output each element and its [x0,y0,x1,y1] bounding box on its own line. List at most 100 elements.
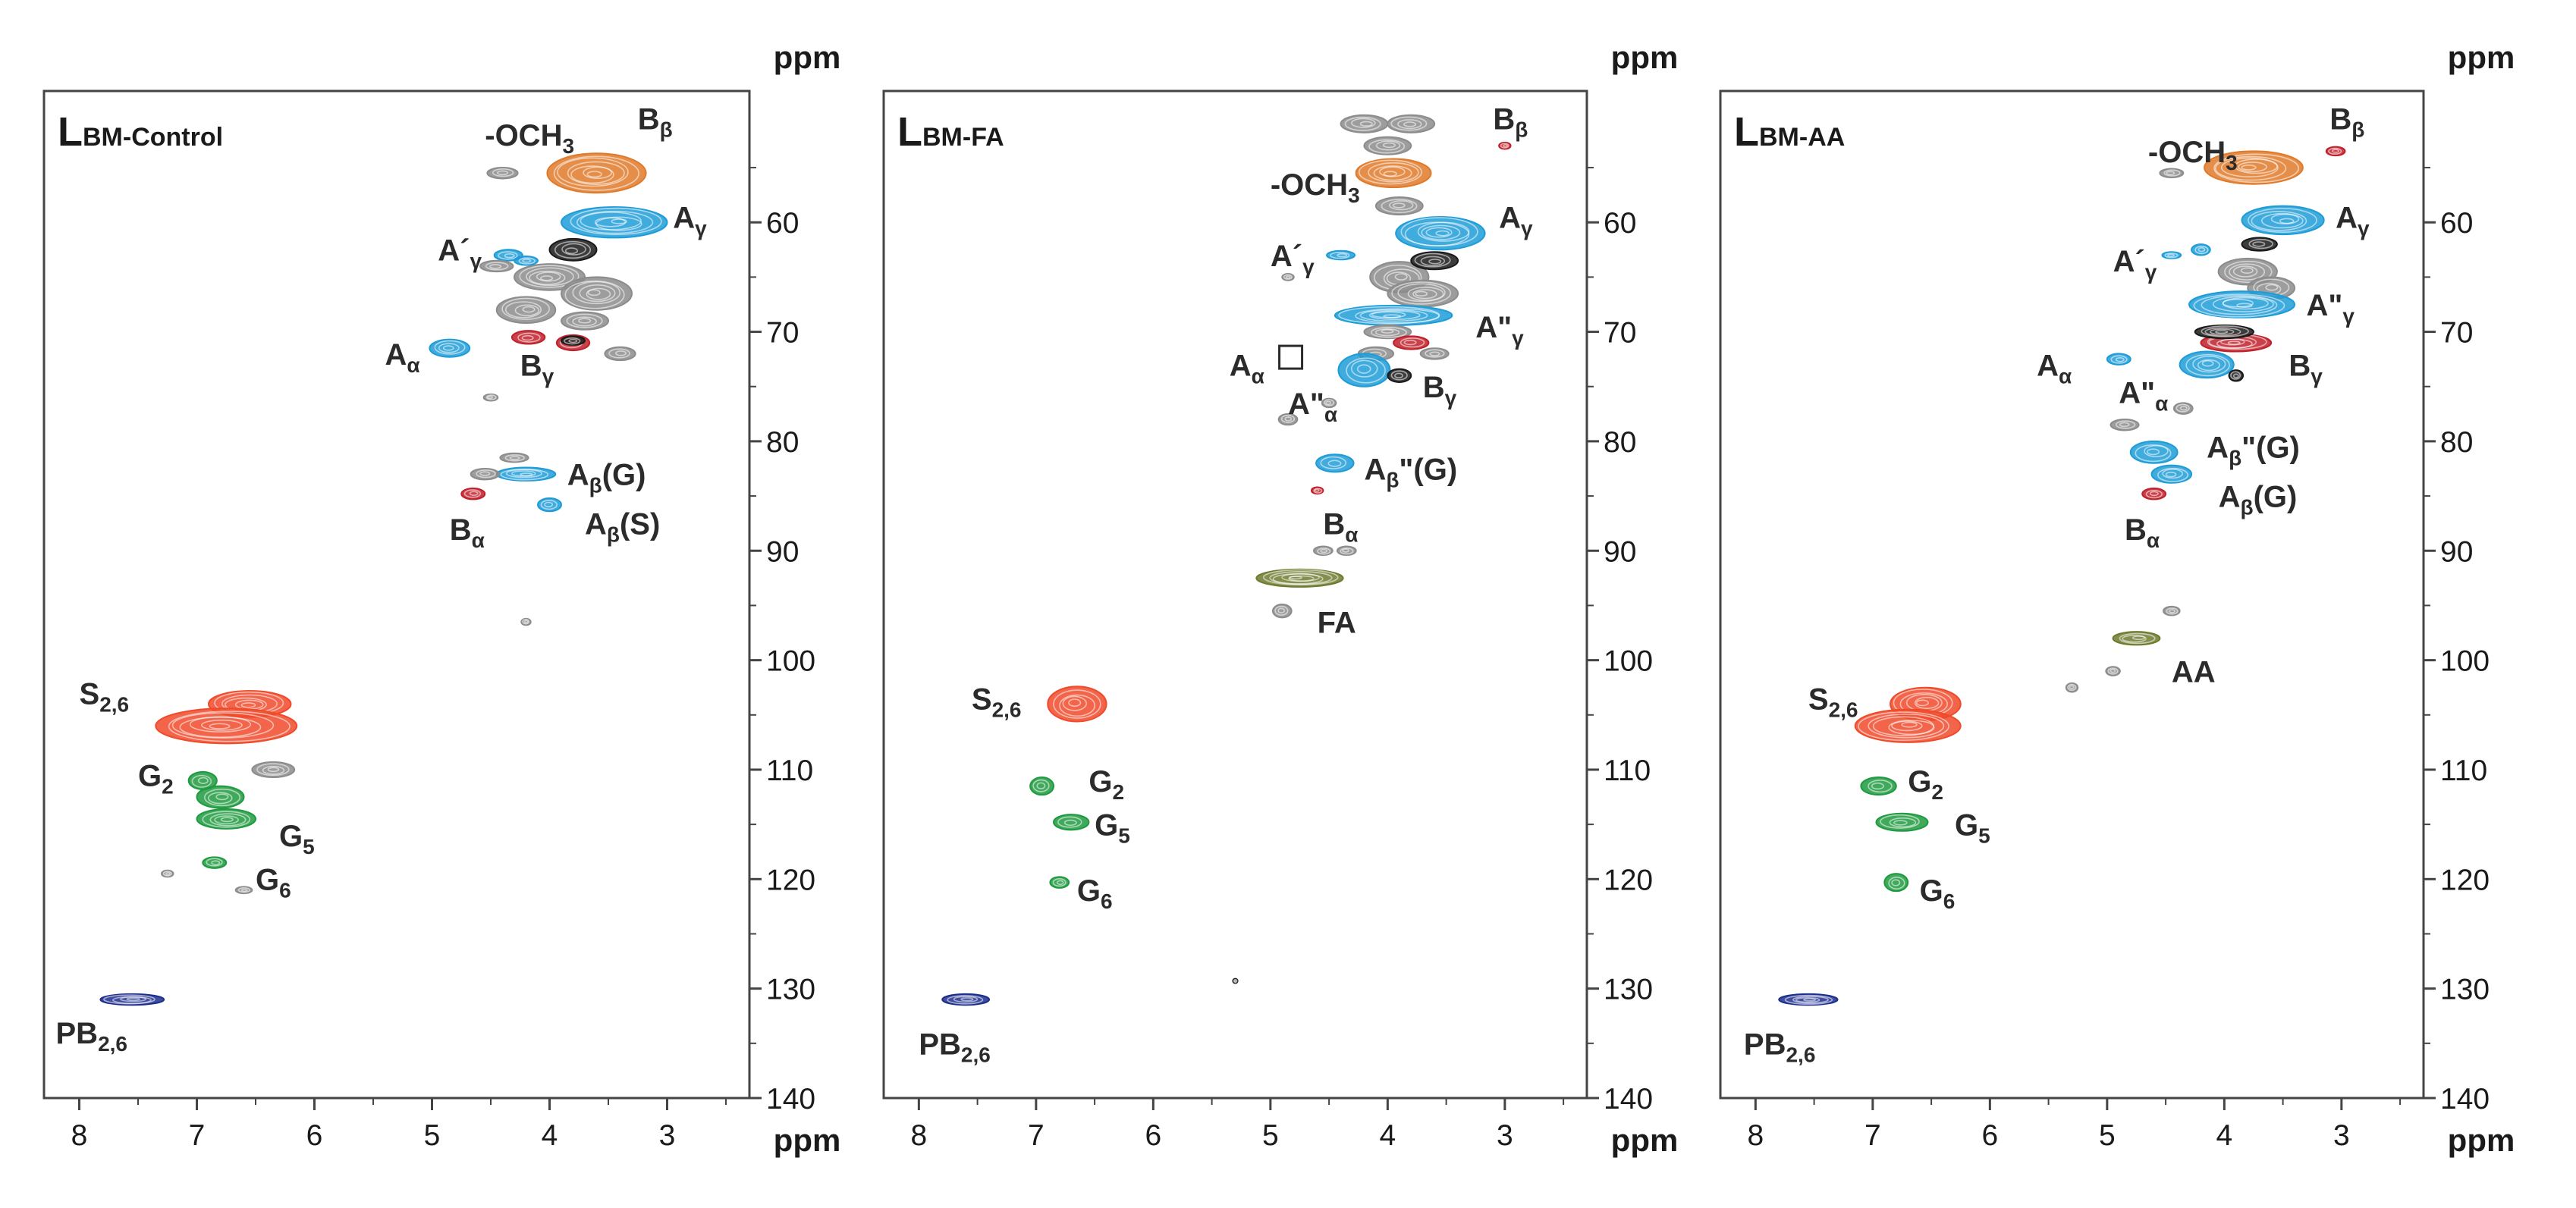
peak-label: G2 [1089,765,1124,804]
peak-contour-ring [2163,169,2181,177]
y-tick-label: 90 [766,535,799,568]
peak-contour-ring [1382,142,1396,149]
peak-label: Aγ [673,201,707,240]
peak-contour-ring [2232,265,2258,278]
peak-contour-ring [2204,327,2241,337]
peak-contour-ring [2279,218,2295,224]
peak-label: Aα [1230,349,1264,388]
peak-contour-ring [1068,698,1082,708]
cross-peak [1277,413,1299,426]
cross-peak [234,886,253,895]
peak-contour-ring [438,343,460,353]
peak-contour-ring [2193,293,2285,318]
cross-peak [196,785,245,809]
peak-label: G5 [279,820,315,858]
cross-peak [2325,146,2346,157]
peak-contour-ring [514,304,540,316]
cross-peak [2105,666,2121,676]
peak-contour-ring [1327,460,1342,467]
peak-contour-ring [2197,246,2206,253]
y-tick-label: 70 [2440,317,2473,350]
open-square-marker [1278,344,1304,370]
y-tick-label: 130 [1604,974,1653,1006]
peak-label: -OCH3 [1271,168,1360,207]
cross-peak [2179,350,2235,379]
peak-contour-ring [566,313,603,328]
peak-contour-ring [479,471,491,476]
peak-contour-ring [215,793,229,801]
cross-peak [1310,486,1324,495]
peak-contour-ring [536,271,561,282]
peak-contour-ring [2248,208,2317,233]
peak-contour-ring [523,620,529,623]
cross-peak [1883,873,1909,893]
peak-contour-ring [586,171,602,178]
peak-contour-ring [1412,289,1437,300]
x-axis-label: ppm [2448,1122,2515,1158]
peak-contour-ring [2238,162,2267,173]
peak-contour-ring [553,155,639,191]
peak-contour-ring [1390,116,1428,131]
peak-contour-ring [2227,340,2241,345]
peak-contour-ring [1368,310,1421,320]
cross-peak [1271,603,1293,619]
cross-peak [520,617,532,626]
y-tick-label: 140 [766,1083,815,1115]
peak-contour-ring [1914,696,1940,709]
cross-peak [561,311,609,331]
cross-peak [1363,324,1412,340]
cross-peak [2161,251,2182,259]
peak-label: A´γ [1271,240,1315,278]
peak-contour-ring [2194,245,2209,255]
peak-contour-ring [544,501,554,508]
peak-contour-ring [1359,309,1428,322]
peak-label: S2,6 [972,683,1022,722]
y-tick-label: 60 [766,207,799,240]
panel-title: LBM-AA [1734,109,1845,155]
peak-contour-ring [504,253,515,259]
peak-contour-ring [2131,635,2146,641]
x-tick-label: 4 [542,1119,558,1152]
peak-contour-ring [1889,817,1917,828]
peak-contour-ring [1062,695,1088,711]
panel-title: LBM-Control [58,109,223,155]
peak-contour-ring [1915,699,1929,707]
cross-peak [1498,141,1512,150]
peak-contour-ring [1262,569,1339,586]
peak-label: Bα [450,513,485,552]
cross-peak [1363,136,1412,155]
peak-contour-ring [2157,467,2189,482]
cross-peak [1410,251,1459,271]
x-tick-label: 6 [1145,1119,1161,1152]
y-axis-label: ppm [774,39,841,75]
peak-contour-ring [1891,720,1923,732]
peak-contour-ring [2215,330,2229,334]
x-tick-label: 7 [189,1119,206,1152]
peak-contour-ring [567,161,625,185]
peak-contour-ring [519,265,580,288]
peak-contour-ring [2067,683,2077,692]
y-tick-label: 120 [2440,864,2490,896]
cross-peak [495,296,557,325]
peak-contour-ring [1285,275,1291,279]
cross-peak [548,237,598,262]
peak-contour-ring [126,997,140,1001]
x-tick-label: 5 [2099,1119,2116,1152]
peak-contour-ring [1381,199,1418,214]
x-tick-label: 3 [659,1119,676,1152]
cross-peak [2191,243,2211,256]
peak-contour-ring [1056,880,1064,886]
peak-label: Bβ [2329,103,2364,142]
cross-peak [1315,453,1355,473]
peak-contour-ring [504,454,525,462]
peak-label: A´γ [438,234,482,273]
peak-contour-ring [469,491,479,496]
y-tick-label: 110 [1604,755,1651,787]
cross-peak [1374,196,1424,216]
peak-contour-ring [2192,355,2226,373]
peak-contour-ring [485,394,497,400]
peak-contour-ring [1893,820,1908,826]
cross-peak [470,468,500,481]
cross-peak [251,761,296,779]
cross-peak [161,869,174,878]
